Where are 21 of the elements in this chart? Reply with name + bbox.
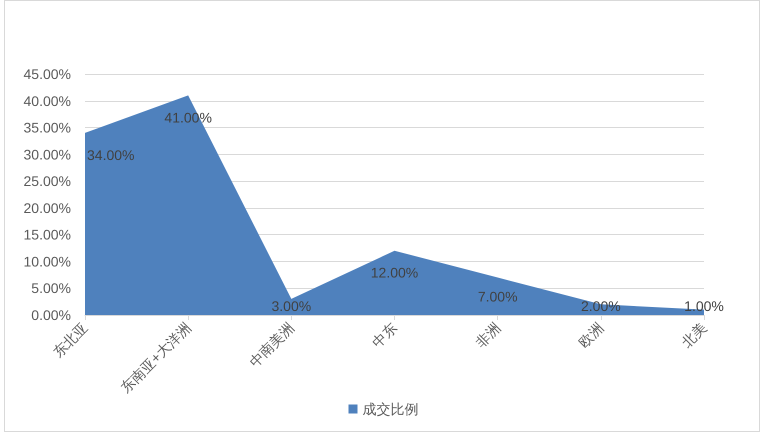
y-tick-label: 40.00%: [24, 92, 71, 109]
y-tick-label: 10.00%: [24, 253, 71, 270]
y-tick-label: 35.00%: [24, 120, 71, 136]
x-tick-label: 北美: [678, 319, 710, 350]
y-tick-label: 25.00%: [24, 173, 71, 190]
x-tick-label: 欧洲: [575, 319, 606, 350]
data-label: 3.00%: [271, 298, 312, 314]
data-label: 12.00%: [370, 264, 418, 281]
y-tick-label: 45.00%: [24, 66, 71, 82]
data-label: 7.00%: [478, 288, 518, 304]
legend-label: 成交比例: [362, 401, 418, 417]
data-label: 1.00%: [684, 298, 724, 314]
x-tick-label: 非洲: [472, 319, 504, 350]
y-tick-label: 30.00%: [24, 146, 71, 162]
y-tick-label: 5.00%: [31, 280, 71, 296]
y-tick-label: 20.00%: [24, 200, 71, 216]
y-tick-label: 15.00%: [24, 226, 71, 243]
data-label: 34.00%: [87, 146, 134, 163]
x-tick-label: 东南亚+大洋洲: [117, 319, 194, 396]
x-tick-label: 中南美洲: [246, 319, 297, 370]
x-tick-label: 中东: [369, 319, 400, 350]
